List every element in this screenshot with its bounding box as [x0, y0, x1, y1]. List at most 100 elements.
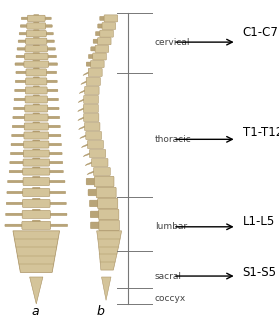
FancyBboxPatch shape — [20, 25, 28, 27]
FancyBboxPatch shape — [33, 68, 39, 71]
FancyBboxPatch shape — [15, 89, 27, 92]
FancyBboxPatch shape — [21, 17, 29, 20]
FancyBboxPatch shape — [92, 158, 108, 167]
Text: lumbar: lumbar — [155, 222, 187, 231]
FancyBboxPatch shape — [98, 198, 118, 209]
FancyBboxPatch shape — [23, 159, 49, 166]
FancyBboxPatch shape — [16, 71, 27, 74]
FancyBboxPatch shape — [47, 134, 61, 137]
Polygon shape — [78, 126, 85, 130]
Text: sacral: sacral — [155, 272, 182, 281]
FancyBboxPatch shape — [48, 152, 62, 155]
FancyBboxPatch shape — [86, 62, 92, 66]
FancyBboxPatch shape — [44, 25, 52, 27]
FancyBboxPatch shape — [10, 161, 25, 164]
FancyBboxPatch shape — [84, 113, 99, 122]
FancyBboxPatch shape — [47, 116, 60, 119]
FancyBboxPatch shape — [7, 191, 24, 194]
FancyBboxPatch shape — [27, 15, 45, 21]
FancyBboxPatch shape — [93, 168, 110, 176]
Text: thoracic: thoracic — [155, 135, 192, 144]
FancyBboxPatch shape — [46, 48, 56, 50]
FancyBboxPatch shape — [26, 38, 47, 44]
FancyBboxPatch shape — [26, 30, 46, 37]
Polygon shape — [97, 231, 122, 270]
FancyBboxPatch shape — [25, 53, 48, 60]
FancyBboxPatch shape — [33, 45, 39, 48]
FancyBboxPatch shape — [45, 40, 54, 42]
FancyBboxPatch shape — [88, 141, 104, 148]
FancyBboxPatch shape — [23, 168, 50, 175]
FancyBboxPatch shape — [23, 178, 49, 186]
FancyBboxPatch shape — [13, 107, 26, 110]
FancyBboxPatch shape — [24, 141, 49, 148]
FancyBboxPatch shape — [23, 189, 50, 196]
FancyBboxPatch shape — [45, 32, 53, 35]
FancyBboxPatch shape — [33, 140, 40, 143]
FancyBboxPatch shape — [95, 45, 109, 52]
FancyBboxPatch shape — [34, 15, 39, 17]
FancyBboxPatch shape — [91, 47, 96, 51]
FancyBboxPatch shape — [96, 187, 116, 198]
FancyBboxPatch shape — [32, 198, 40, 202]
FancyBboxPatch shape — [85, 87, 99, 95]
FancyBboxPatch shape — [33, 158, 40, 161]
FancyBboxPatch shape — [33, 113, 40, 116]
FancyBboxPatch shape — [104, 15, 118, 22]
FancyBboxPatch shape — [15, 63, 25, 65]
FancyBboxPatch shape — [48, 191, 66, 194]
FancyBboxPatch shape — [89, 200, 99, 207]
FancyBboxPatch shape — [98, 209, 119, 220]
FancyBboxPatch shape — [26, 78, 47, 85]
FancyBboxPatch shape — [98, 24, 103, 28]
FancyBboxPatch shape — [44, 17, 51, 20]
FancyBboxPatch shape — [47, 55, 57, 58]
FancyBboxPatch shape — [6, 213, 23, 215]
Polygon shape — [13, 231, 60, 272]
FancyBboxPatch shape — [12, 125, 26, 128]
Polygon shape — [83, 153, 90, 156]
FancyBboxPatch shape — [86, 77, 100, 86]
FancyBboxPatch shape — [90, 149, 106, 157]
Text: a: a — [31, 305, 39, 318]
FancyBboxPatch shape — [24, 123, 48, 130]
FancyBboxPatch shape — [22, 200, 50, 207]
FancyBboxPatch shape — [91, 61, 104, 68]
FancyBboxPatch shape — [100, 16, 105, 20]
FancyBboxPatch shape — [84, 96, 98, 103]
FancyBboxPatch shape — [33, 149, 40, 152]
FancyBboxPatch shape — [25, 87, 47, 94]
Text: b: b — [97, 305, 104, 318]
FancyBboxPatch shape — [47, 125, 60, 128]
FancyBboxPatch shape — [24, 132, 49, 139]
FancyBboxPatch shape — [33, 86, 39, 89]
Polygon shape — [78, 108, 84, 111]
FancyBboxPatch shape — [49, 224, 68, 226]
FancyBboxPatch shape — [33, 60, 40, 63]
FancyBboxPatch shape — [32, 209, 40, 212]
FancyBboxPatch shape — [88, 189, 98, 196]
FancyBboxPatch shape — [46, 89, 58, 92]
Polygon shape — [79, 90, 85, 94]
FancyBboxPatch shape — [15, 80, 27, 83]
FancyBboxPatch shape — [33, 187, 40, 191]
FancyBboxPatch shape — [48, 161, 63, 164]
FancyBboxPatch shape — [93, 39, 98, 43]
FancyBboxPatch shape — [45, 80, 57, 83]
Polygon shape — [81, 81, 87, 85]
FancyBboxPatch shape — [11, 143, 25, 146]
Text: C1-C7: C1-C7 — [243, 26, 279, 39]
Polygon shape — [30, 277, 43, 304]
FancyBboxPatch shape — [33, 77, 39, 80]
FancyBboxPatch shape — [33, 167, 40, 170]
FancyBboxPatch shape — [14, 98, 27, 101]
FancyBboxPatch shape — [25, 114, 48, 121]
FancyBboxPatch shape — [100, 30, 113, 37]
FancyBboxPatch shape — [6, 202, 24, 205]
Text: S1-S5: S1-S5 — [243, 266, 277, 279]
FancyBboxPatch shape — [18, 40, 27, 42]
FancyBboxPatch shape — [33, 37, 39, 40]
FancyBboxPatch shape — [49, 202, 66, 205]
FancyBboxPatch shape — [33, 53, 40, 55]
FancyBboxPatch shape — [99, 220, 119, 231]
